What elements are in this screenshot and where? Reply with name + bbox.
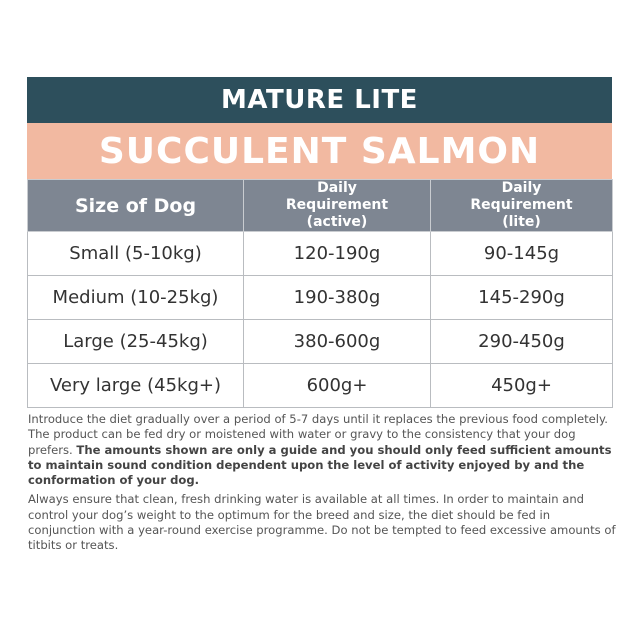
table-cell: Small (5-10kg) <box>27 231 244 276</box>
table-row: Medium (10-25kg) 190-380g 145-290g <box>27 275 613 320</box>
table-cell: 290-450g <box>430 319 613 364</box>
table-cell: 380-600g <box>243 319 431 364</box>
table-cell: 120-190g <box>243 231 431 276</box>
table-row: Large (25-45kg) 380-600g 290-450g <box>27 319 613 364</box>
note-text: Introduce the diet gradually over a peri… <box>28 412 608 457</box>
column-header: Daily Requirement (lite) <box>430 179 613 232</box>
feeding-table: Size of Dog Daily Requirement (active) Dai… <box>27 179 613 408</box>
notes: Introduce the diet gradually over a peri… <box>28 412 618 558</box>
feeding-guide: MATURE LITE SUCCULENT SALMON Size of Dog… <box>27 77 613 408</box>
table-cell: Large (25-45kg) <box>27 319 244 364</box>
table-row: Small (5-10kg) 120-190g 90-145g <box>27 231 613 276</box>
header-row: Size of Dog Daily Requirement (active) Dai… <box>27 179 613 232</box>
table-cell: 600g+ <box>243 363 431 408</box>
column-header: Daily Requirement (active) <box>243 179 431 232</box>
table-cell: 90-145g <box>430 231 613 276</box>
subtitle: SUCCULENT SALMON <box>27 123 612 179</box>
note-paragraph: Always ensure that clean, fresh drinking… <box>28 492 618 553</box>
column-header: Size of Dog <box>27 179 244 232</box>
note-emphasis: The amounts shown are only a guide and y… <box>28 442 612 488</box>
title: MATURE LITE <box>27 77 612 123</box>
table-body: Small (5-10kg) 120-190g 90-145g Medium (10-… <box>27 231 613 408</box>
table-cell: 190-380g <box>243 275 431 320</box>
table-cell: Very large (45kg+) <box>27 363 244 408</box>
table-cell: 145-290g <box>430 275 613 320</box>
table-cell: Medium (10-25kg) <box>27 275 244 320</box>
note-paragraph: Introduce the diet gradually over a peri… <box>28 412 618 488</box>
table-cell: 450g+ <box>430 363 613 408</box>
table-row: Very large (45kg+) 600g+ 450g+ <box>27 363 613 408</box>
note-text: Always ensure that clean, fresh drinking… <box>28 492 616 553</box>
